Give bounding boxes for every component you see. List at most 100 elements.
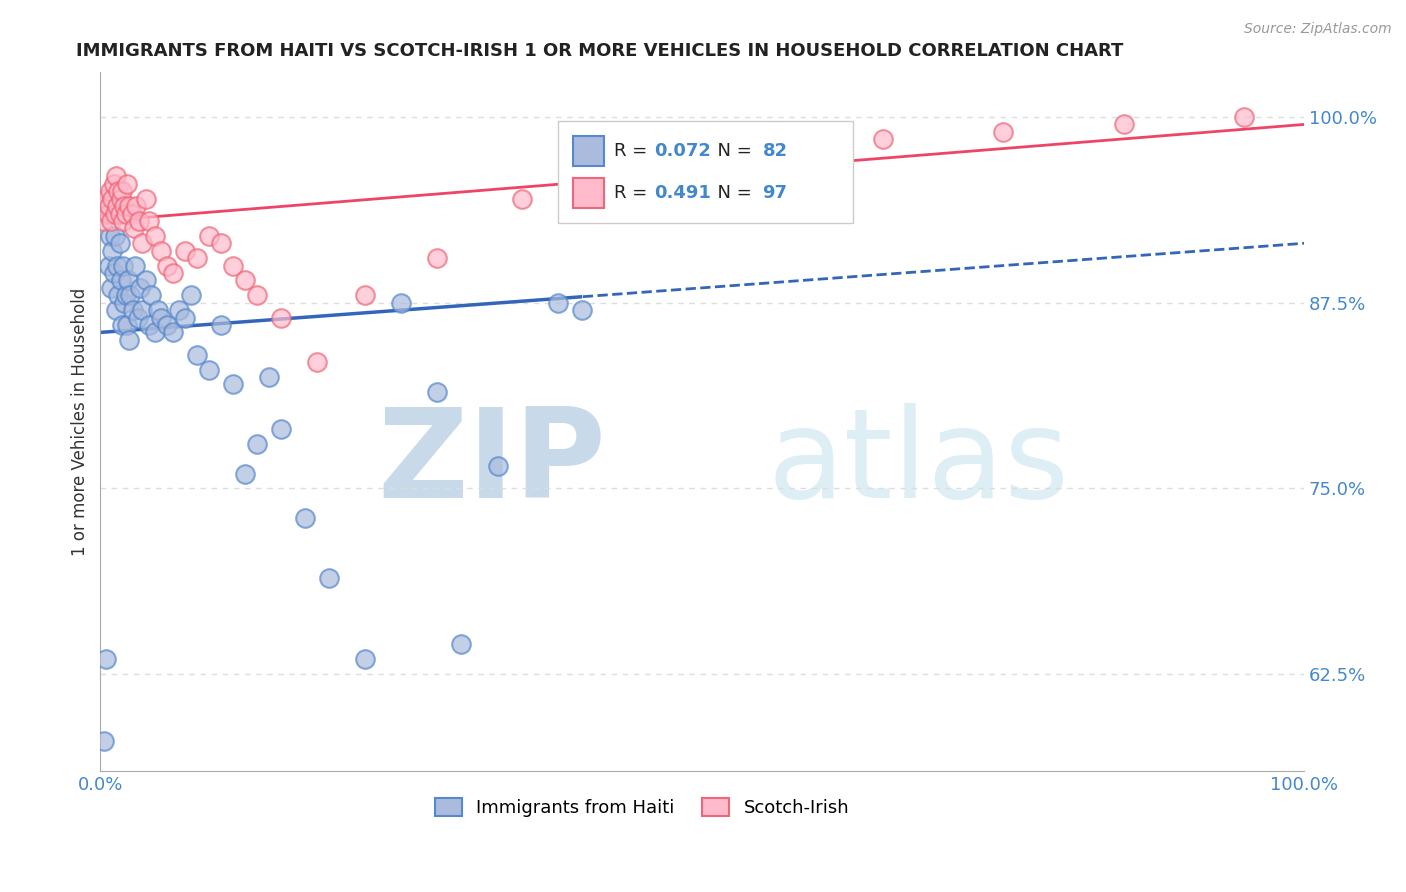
Point xyxy=(96,192,118,206)
Point xyxy=(111,184,134,198)
Point xyxy=(124,259,146,273)
Point xyxy=(108,206,131,220)
Point xyxy=(121,303,143,318)
Point xyxy=(100,214,122,228)
Point xyxy=(135,273,157,287)
Point xyxy=(222,377,245,392)
Point xyxy=(112,295,135,310)
Text: Source: ZipAtlas.com: Source: ZipAtlas.com xyxy=(1244,22,1392,37)
Point xyxy=(149,310,172,325)
Text: ZIP: ZIP xyxy=(377,403,606,524)
Point xyxy=(117,273,139,287)
Point xyxy=(97,259,120,273)
Point xyxy=(571,303,593,318)
Point xyxy=(486,459,509,474)
Point xyxy=(146,303,169,318)
Text: 97: 97 xyxy=(762,184,787,202)
FancyBboxPatch shape xyxy=(574,178,603,208)
Point xyxy=(450,637,472,651)
Text: N =: N = xyxy=(706,142,758,161)
Point xyxy=(100,281,122,295)
Text: R =: R = xyxy=(614,184,654,202)
FancyBboxPatch shape xyxy=(558,121,852,222)
Point xyxy=(103,266,125,280)
Point xyxy=(97,199,120,213)
Point xyxy=(98,184,121,198)
Point xyxy=(186,251,208,265)
Point xyxy=(101,244,124,258)
Point xyxy=(104,206,127,220)
Point xyxy=(118,199,141,213)
Point xyxy=(112,259,135,273)
Point xyxy=(143,228,166,243)
Y-axis label: 1 or more Vehicles in Household: 1 or more Vehicles in Household xyxy=(72,287,89,556)
Text: 0.072: 0.072 xyxy=(654,142,711,161)
Point xyxy=(167,303,190,318)
Point xyxy=(155,259,177,273)
Point xyxy=(108,236,131,251)
Point xyxy=(257,370,280,384)
Point xyxy=(631,161,654,176)
Point xyxy=(139,288,162,302)
Point xyxy=(173,310,195,325)
Point xyxy=(197,228,219,243)
Point xyxy=(107,288,129,302)
Point xyxy=(120,288,142,302)
Text: atlas: atlas xyxy=(768,403,1070,524)
Point xyxy=(270,422,292,436)
Point xyxy=(115,318,138,332)
Point xyxy=(426,384,449,399)
Text: R =: R = xyxy=(614,142,654,161)
Point xyxy=(510,192,533,206)
Point xyxy=(354,288,377,302)
Point xyxy=(233,273,256,287)
Point xyxy=(107,184,129,198)
Point xyxy=(270,310,292,325)
Point xyxy=(180,288,202,302)
FancyBboxPatch shape xyxy=(574,136,603,166)
Point xyxy=(94,199,117,213)
Text: IMMIGRANTS FROM HAITI VS SCOTCH-IRISH 1 OR MORE VEHICLES IN HOUSEHOLD CORRELATIO: IMMIGRANTS FROM HAITI VS SCOTCH-IRISH 1 … xyxy=(76,42,1123,60)
Point xyxy=(115,177,138,191)
Point xyxy=(389,295,412,310)
Point xyxy=(111,318,134,332)
Point xyxy=(426,251,449,265)
Point xyxy=(105,169,128,184)
Point xyxy=(125,199,148,213)
Point xyxy=(127,310,149,325)
Point xyxy=(121,206,143,220)
Point xyxy=(173,244,195,258)
Point xyxy=(751,139,773,153)
Text: N =: N = xyxy=(706,184,758,202)
Point xyxy=(155,318,177,332)
Point xyxy=(872,132,894,146)
Point xyxy=(110,192,132,206)
Point xyxy=(135,192,157,206)
Point xyxy=(294,511,316,525)
Point xyxy=(98,228,121,243)
Point xyxy=(354,652,377,666)
Point xyxy=(197,362,219,376)
Point xyxy=(209,318,232,332)
Point xyxy=(305,355,328,369)
Point xyxy=(131,236,153,251)
Point xyxy=(233,467,256,481)
Text: 82: 82 xyxy=(762,142,787,161)
Point xyxy=(104,228,127,243)
Point xyxy=(93,734,115,748)
Point xyxy=(991,125,1014,139)
Legend: Immigrants from Haiti, Scotch-Irish: Immigrants from Haiti, Scotch-Irish xyxy=(427,790,856,824)
Point xyxy=(103,177,125,191)
Point xyxy=(122,221,145,235)
Point xyxy=(105,303,128,318)
Point xyxy=(246,437,269,451)
Point xyxy=(112,199,135,213)
Point xyxy=(131,303,153,318)
Point xyxy=(105,199,128,213)
Point xyxy=(97,206,120,220)
Point xyxy=(149,244,172,258)
Text: 0.491: 0.491 xyxy=(654,184,711,202)
Point xyxy=(246,288,269,302)
Point xyxy=(1112,117,1135,131)
Point xyxy=(162,266,184,280)
